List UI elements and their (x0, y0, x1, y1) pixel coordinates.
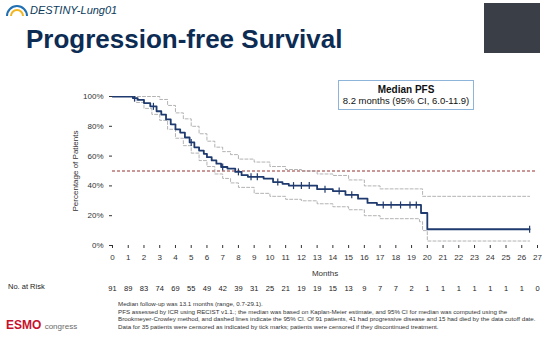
svg-text:60%: 60% (87, 152, 103, 161)
svg-text:39: 39 (234, 284, 242, 293)
svg-text:1: 1 (441, 284, 445, 293)
svg-text:100%: 100% (83, 92, 103, 101)
svg-text:11: 11 (281, 253, 290, 262)
svg-text:42: 42 (219, 284, 227, 293)
svg-text:16: 16 (360, 253, 369, 262)
svg-text:0%: 0% (92, 241, 104, 250)
svg-text:40%: 40% (87, 181, 103, 190)
svg-text:21: 21 (439, 253, 448, 262)
svg-text:21: 21 (281, 284, 289, 293)
svg-text:3: 3 (157, 253, 162, 262)
svg-text:1: 1 (488, 284, 492, 293)
svg-text:24: 24 (486, 253, 495, 262)
svg-text:1: 1 (126, 253, 131, 262)
html-text:No. at Risk: No. at Risk (8, 282, 45, 291)
svg-text:2: 2 (142, 253, 147, 262)
svg-text:91: 91 (108, 284, 116, 293)
svg-text:83: 83 (140, 284, 148, 293)
svg-text:12: 12 (297, 253, 306, 262)
svg-text:1: 1 (457, 284, 461, 293)
svg-text:9: 9 (252, 253, 257, 262)
svg-text:13: 13 (344, 284, 352, 293)
svg-text:19: 19 (407, 253, 416, 262)
html-text:DESTINY-Lung01: DESTINY-Lung01 (30, 4, 118, 16)
svg-text:26: 26 (517, 253, 526, 262)
svg-text:14: 14 (328, 253, 337, 262)
svg-text:1: 1 (520, 284, 524, 293)
html-text:PFS assessed by ICR using RECI: PFS assessed by ICR using RECIST v1.1.; … (118, 307, 536, 330)
svg-text:0: 0 (110, 253, 115, 262)
svg-text:89: 89 (124, 284, 132, 293)
svg-text:20%: 20% (87, 211, 103, 220)
svg-text:69: 69 (171, 284, 179, 293)
svg-text:Months: Months (312, 269, 338, 278)
svg-text:Percentage of Patients: Percentage of Patients (71, 131, 80, 212)
svg-text:10: 10 (265, 253, 274, 262)
svg-text:80%: 80% (87, 122, 103, 131)
svg-text:22: 22 (454, 253, 463, 262)
html-text:Progression-free Survival: Progression-free Survival (26, 24, 343, 54)
svg-text:13: 13 (313, 253, 322, 262)
svg-text:19: 19 (313, 284, 321, 293)
svg-text:19: 19 (297, 284, 305, 293)
svg-text:27: 27 (533, 253, 542, 262)
svg-text:6: 6 (205, 253, 210, 262)
svg-text:55: 55 (187, 284, 195, 293)
svg-text:0: 0 (535, 284, 539, 293)
svg-text:2: 2 (409, 284, 413, 293)
svg-text:15: 15 (329, 284, 337, 293)
svg-text:49: 49 (203, 284, 211, 293)
svg-text:8: 8 (236, 253, 241, 262)
svg-text:1: 1 (472, 284, 476, 293)
svg-text:31: 31 (250, 284, 258, 293)
svg-text:20: 20 (423, 253, 432, 262)
svg-text:25: 25 (266, 284, 274, 293)
svg-text:18: 18 (391, 253, 400, 262)
html-text:Median follow-up was 13.1 mont: Median follow-up was 13.1 months (range,… (118, 300, 263, 307)
svg-text:7: 7 (394, 284, 398, 293)
svg-text:74: 74 (156, 284, 164, 293)
svg-text:7: 7 (220, 253, 225, 262)
svg-text:25: 25 (502, 253, 511, 262)
svg-text:15: 15 (344, 253, 353, 262)
svg-text:1: 1 (425, 284, 429, 293)
svg-text:4: 4 (173, 253, 178, 262)
svg-text:17: 17 (376, 253, 385, 262)
svg-text:23: 23 (470, 253, 479, 262)
svg-text:5: 5 (189, 253, 194, 262)
html-text:8.2 months (95% CI, 6.0-11.9): 8.2 months (95% CI, 6.0-11.9) (342, 95, 470, 106)
html-text:Median PFS: Median PFS (377, 84, 435, 95)
html-text:ESMOcongress: ESMOcongress (6, 318, 78, 332)
svg-text:1: 1 (504, 284, 508, 293)
svg-text:7: 7 (378, 284, 382, 293)
svg-text:9: 9 (362, 284, 366, 293)
